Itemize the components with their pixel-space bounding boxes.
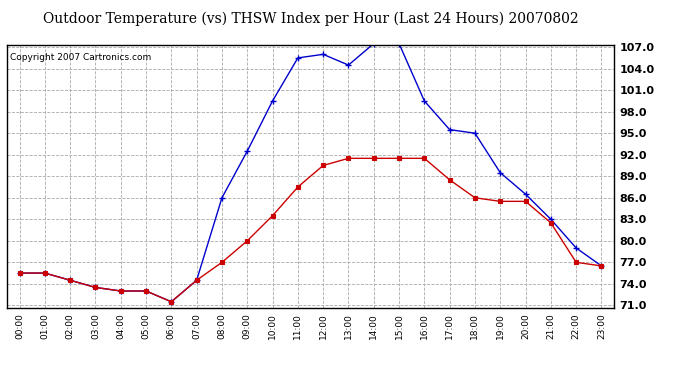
Text: Outdoor Temperature (vs) THSW Index per Hour (Last 24 Hours) 20070802: Outdoor Temperature (vs) THSW Index per … bbox=[43, 11, 578, 26]
Text: Copyright 2007 Cartronics.com: Copyright 2007 Cartronics.com bbox=[10, 53, 151, 62]
